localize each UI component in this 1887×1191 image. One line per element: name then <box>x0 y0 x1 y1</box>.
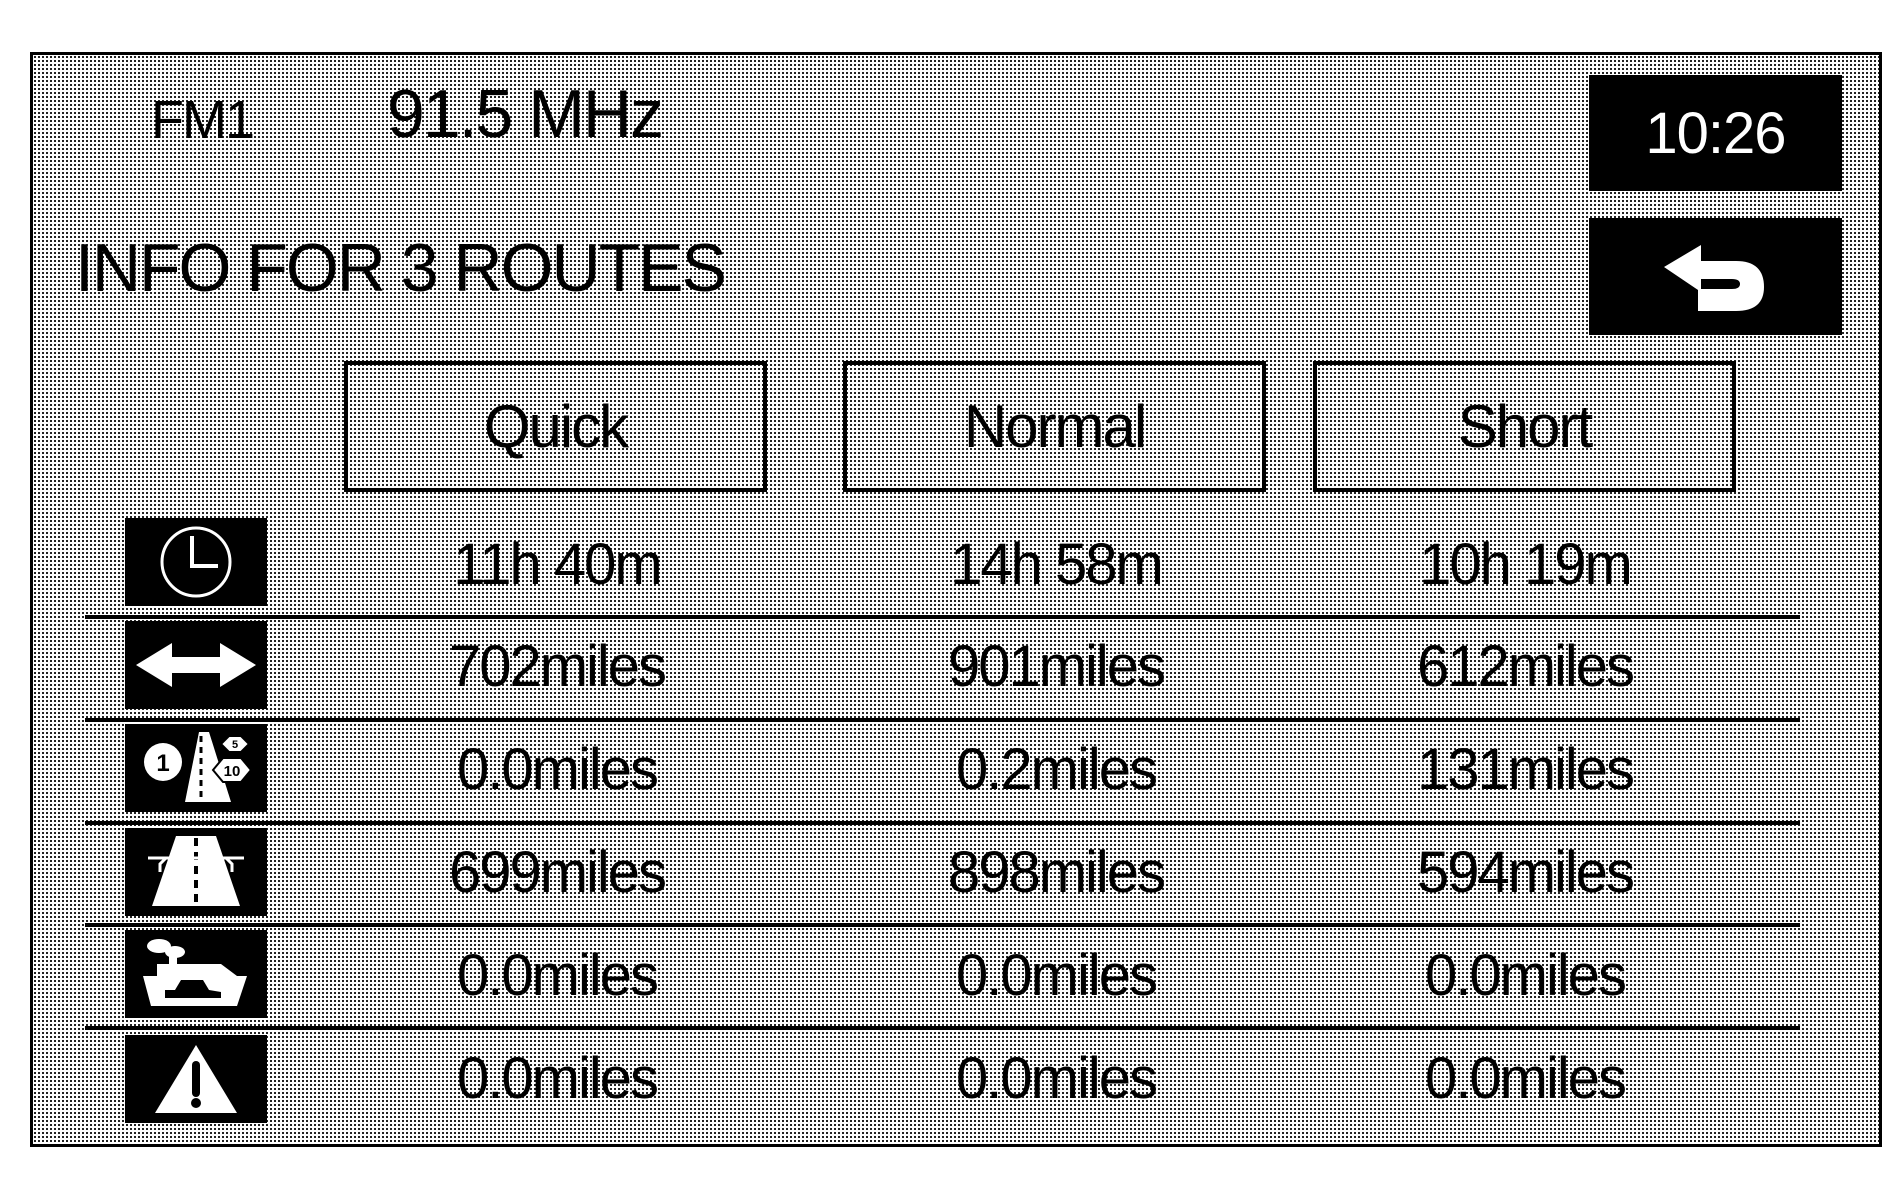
freeway-icon <box>148 836 244 906</box>
distance-arrow-icon <box>136 643 256 687</box>
normal-ferry: 0.0miles <box>956 943 1158 1008</box>
clock-display: 10:26 <box>1589 75 1842 191</box>
quick-distance: 702miles <box>448 634 667 699</box>
normal-distance: 901miles <box>947 634 1166 699</box>
short-ferry: 0.0miles <box>1425 943 1627 1008</box>
normal-freeway: 898miles <box>947 840 1166 905</box>
radio-band: FM1 <box>151 90 255 150</box>
local-road-icon: 1 5 10 <box>144 732 251 802</box>
back-button[interactable] <box>1589 218 1842 335</box>
quick-warning: 0.0miles <box>457 1046 659 1111</box>
svg-text:5: 5 <box>232 739 238 751</box>
row-divider <box>85 923 1800 927</box>
svg-text:1: 1 <box>156 750 169 777</box>
row-icon-box <box>125 621 267 709</box>
row-divider <box>85 615 1800 619</box>
ferry-icon <box>143 939 247 1006</box>
normal-time: 14h 58m <box>950 532 1164 597</box>
short-warning: 0.0miles <box>1425 1046 1627 1111</box>
row-icon-box <box>125 518 267 606</box>
row-icon-box <box>125 930 267 1018</box>
row-icon-box <box>125 1035 267 1123</box>
short-local-roads: 131miles <box>1416 737 1635 802</box>
quick-ferry: 0.0miles <box>457 943 659 1008</box>
row-icon-box <box>125 828 267 916</box>
quick-local-roads: 0.0miles <box>457 737 659 802</box>
back-arrow-icon <box>1663 244 1764 311</box>
row-divider <box>85 821 1800 825</box>
row-divider <box>85 1026 1800 1030</box>
radio-frequency: 91.5 MHz <box>387 76 664 152</box>
svg-text:10: 10 <box>224 763 241 780</box>
clock-icon <box>160 526 232 598</box>
route-info-screen: FM1 91.5 MHz 10:26 INFO FOR 3 ROUTES Qui… <box>30 52 1882 1147</box>
row-icon-box: 1 5 10 <box>125 724 267 812</box>
normal-warning: 0.0miles <box>956 1046 1158 1111</box>
row-divider <box>85 718 1800 722</box>
route-short-button[interactable]: Short <box>1313 361 1736 492</box>
quick-time: 11h 40m <box>453 532 662 597</box>
short-distance: 612miles <box>1416 634 1635 699</box>
quick-freeway: 699miles <box>448 840 667 905</box>
short-freeway: 594miles <box>1416 840 1635 905</box>
page-title: INFO FOR 3 ROUTES <box>75 230 727 306</box>
clock-time: 10:26 <box>1645 100 1786 166</box>
warning-icon <box>155 1045 237 1113</box>
short-time: 10h 19m <box>1419 532 1633 597</box>
route-quick-button[interactable]: Quick <box>344 361 767 492</box>
normal-local-roads: 0.2miles <box>956 737 1158 802</box>
route-normal-button[interactable]: Normal <box>843 361 1266 492</box>
